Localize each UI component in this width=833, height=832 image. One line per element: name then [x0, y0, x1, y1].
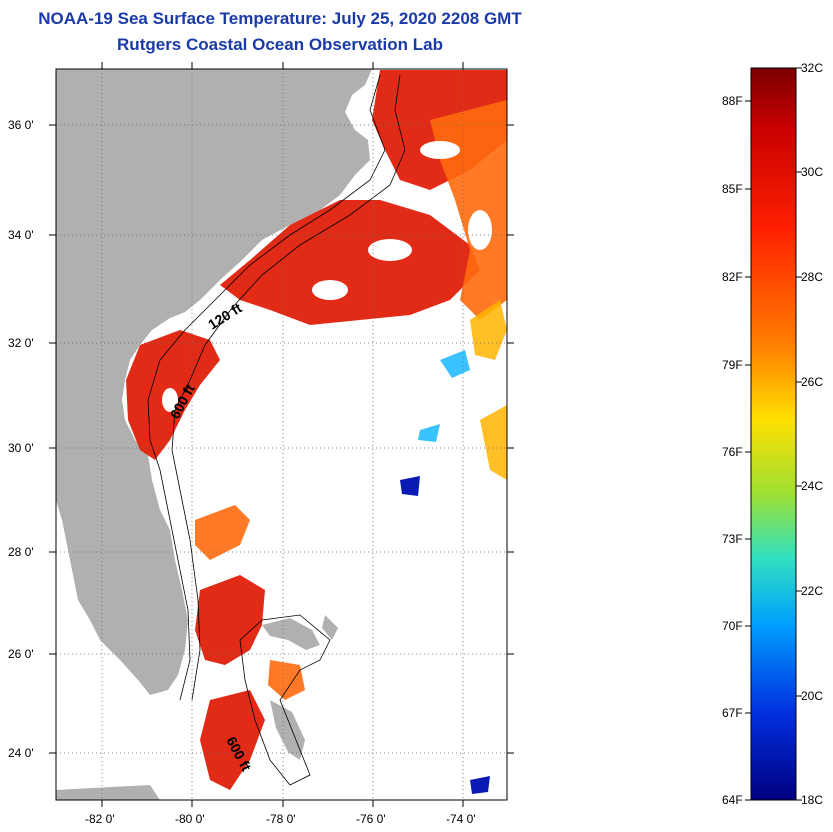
lat-label-32: 32 0'	[8, 336, 34, 350]
lat-label-34: 34 0'	[8, 228, 34, 242]
sst-cold-patches	[400, 476, 490, 794]
lat-label-28: 28 0'	[8, 545, 34, 559]
cbar-c-20: 20C	[801, 689, 824, 703]
lat-label-36: 36 0'	[8, 118, 34, 132]
cbar-f-67: 67F	[722, 706, 743, 720]
cbar-c-30: 30C	[801, 165, 824, 179]
cloud-gaps	[162, 141, 492, 412]
lat-label-30: 30 0'	[8, 441, 34, 455]
colorbar	[750, 67, 797, 801]
cbar-f-85: 85F	[722, 182, 743, 196]
lon-label-82: -82 0'	[85, 812, 115, 826]
lat-label-26: 26 0'	[8, 647, 34, 661]
lat-label-24: 24 0'	[8, 746, 34, 760]
cbar-c-22: 22C	[801, 584, 824, 598]
sst-mid-patches	[470, 300, 507, 480]
map-title: NOAA-19 Sea Surface Temperature: July 25…	[38, 9, 522, 28]
cbar-f-82: 82F	[722, 270, 743, 284]
cbar-c-28: 28C	[801, 270, 824, 284]
sst-cool-patches	[418, 350, 470, 442]
land-bahamas	[56, 615, 338, 800]
land-us-southeast	[56, 69, 372, 695]
cbar-f-88: 88F	[722, 94, 743, 108]
cbar-c-26: 26C	[801, 375, 824, 389]
cbar-c-18: 18C	[801, 793, 824, 807]
depth-contours	[147, 74, 406, 786]
lon-label-78: -78 0'	[266, 812, 296, 826]
cbar-f-70: 70F	[722, 619, 743, 633]
lon-label-74: -74 0'	[446, 812, 476, 826]
cbar-f-64: 64F	[722, 793, 743, 807]
colorbar-ticks	[745, 67, 802, 801]
lon-label-76: -76 0'	[356, 812, 386, 826]
map-ticks	[49, 62, 514, 807]
cbar-f-79: 79F	[722, 358, 743, 372]
map-subtitle: Rutgers Coastal Ocean Observation Lab	[117, 35, 443, 54]
map-border	[55, 68, 508, 801]
lon-label-80: -80 0'	[175, 812, 205, 826]
cbar-f-73: 73F	[722, 532, 743, 546]
cbar-c-32: 32C	[801, 61, 824, 75]
cbar-c-24: 24C	[801, 479, 824, 493]
cbar-f-76: 76F	[722, 445, 743, 459]
